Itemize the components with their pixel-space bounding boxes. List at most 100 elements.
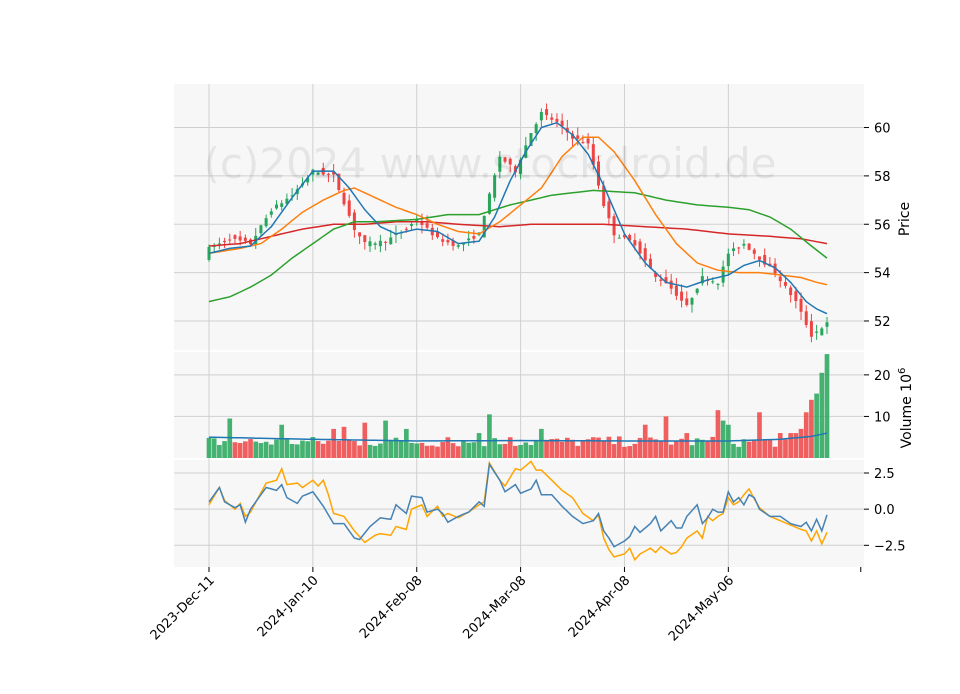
candle-body <box>378 240 382 247</box>
candle-body <box>212 245 216 247</box>
candle-body <box>752 249 756 254</box>
volume-bar <box>632 443 638 458</box>
volume-bar <box>222 441 227 458</box>
volume-bar <box>289 443 295 458</box>
candle-body <box>789 287 793 296</box>
volume-bar <box>767 439 773 458</box>
price-panel <box>174 84 864 350</box>
volume-bar <box>217 444 222 458</box>
x-tick-label: 2024-Apr-08 <box>566 573 633 640</box>
candle-body <box>576 135 580 139</box>
candle-body <box>690 298 694 305</box>
volume-bar <box>518 444 523 458</box>
volume-bar <box>668 444 674 458</box>
price-y-tick-label: 58 <box>874 170 891 185</box>
candle-body <box>233 235 237 239</box>
volume-y-tick-label: 20 <box>874 369 891 384</box>
volume-bar <box>429 445 435 458</box>
candle-body <box>628 234 632 241</box>
osc-y-tick-label: 2.5 <box>874 467 895 482</box>
volume-bar <box>305 441 311 458</box>
candle-body <box>757 256 761 260</box>
candle-body <box>238 236 242 241</box>
volume-bar <box>720 420 726 458</box>
volume-bar <box>762 439 768 458</box>
volume-bar <box>471 442 477 458</box>
candle-body <box>643 248 647 261</box>
volume-bar <box>346 440 352 458</box>
osc-y-tick-label: 0.0 <box>874 503 895 518</box>
candle-body <box>778 276 782 282</box>
volume-bar <box>611 444 617 458</box>
volume-bar <box>689 445 695 458</box>
volume-bar <box>274 439 279 458</box>
volume-bar <box>326 440 331 458</box>
volume-bar <box>450 443 456 458</box>
sma-fast-line <box>208 121 828 315</box>
candle-body <box>783 281 787 286</box>
candle-body <box>815 331 819 333</box>
candle-body <box>482 216 486 238</box>
candle-body <box>732 248 736 251</box>
candle-body <box>436 231 440 238</box>
candle-body <box>285 198 289 204</box>
candle-body <box>316 172 320 175</box>
volume-bar <box>777 433 783 458</box>
volume-bar <box>279 424 285 458</box>
x-tick-label: 2023-Dec-11 <box>148 573 218 643</box>
candle-body <box>259 225 263 234</box>
candle-body <box>472 236 476 239</box>
x-tick-label: 2024-May-06 <box>666 573 737 644</box>
volume-bar <box>409 442 414 458</box>
volume-bar <box>424 445 430 458</box>
sma-slow-line <box>208 189 828 303</box>
candle-body <box>654 272 658 278</box>
candle-body <box>674 285 678 296</box>
candle-body <box>680 291 684 301</box>
candle-body <box>487 193 491 214</box>
volume-bar <box>559 441 565 458</box>
candle-body <box>223 240 227 243</box>
candle-body <box>607 201 611 219</box>
volume-bar <box>206 437 212 458</box>
candle-body <box>825 322 829 327</box>
volume-bar <box>310 437 316 458</box>
candle-body <box>560 120 564 127</box>
volume-bar <box>736 446 742 458</box>
volume-bar <box>481 446 487 458</box>
candle-body <box>591 144 595 165</box>
oscillator-fast-line <box>208 462 828 548</box>
price-y-tick-label: 54 <box>874 267 891 282</box>
volume-bar <box>383 420 388 458</box>
volume-bar <box>798 428 804 458</box>
volume-bar <box>700 439 705 458</box>
volume-bar <box>757 412 762 458</box>
volume-bar <box>378 443 383 458</box>
candle-body <box>763 254 767 265</box>
candle-body <box>269 211 273 215</box>
volume-bar <box>398 440 404 458</box>
volume-bar <box>357 445 362 458</box>
candle-body <box>275 204 279 209</box>
candle-body <box>420 221 424 225</box>
candle-body <box>669 280 673 289</box>
candle-body <box>550 117 554 120</box>
candle-body <box>586 138 590 144</box>
candle-body <box>747 243 751 250</box>
candle-body <box>726 253 730 267</box>
candle-body <box>306 177 310 183</box>
volume-bar <box>455 446 461 458</box>
volume-bar <box>554 438 560 458</box>
volume-bar <box>585 439 591 458</box>
volume-bar <box>533 440 539 458</box>
candle-body <box>451 240 455 246</box>
volume-bar <box>243 441 248 458</box>
volume-bar <box>388 440 394 458</box>
volume-bar <box>715 410 721 458</box>
candle-body <box>404 228 408 230</box>
x-tick-label: 2024-Jan-10 <box>255 573 322 640</box>
volume-bar <box>601 440 607 458</box>
volume-bar <box>336 440 342 458</box>
volume-bar <box>372 445 378 458</box>
volume-bar <box>523 442 529 458</box>
